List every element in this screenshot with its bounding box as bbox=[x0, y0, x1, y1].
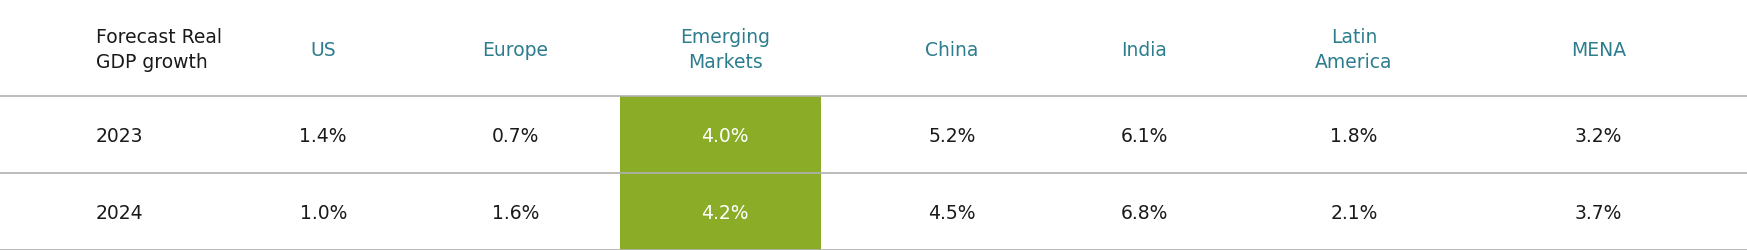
Bar bbox=[620, 174, 821, 250]
Text: Forecast Real
GDP growth: Forecast Real GDP growth bbox=[96, 28, 222, 72]
Text: 4.5%: 4.5% bbox=[928, 204, 977, 223]
Text: 5.2%: 5.2% bbox=[928, 127, 977, 146]
Text: India: India bbox=[1122, 40, 1167, 60]
Text: MENA: MENA bbox=[1571, 40, 1626, 60]
Text: 2.1%: 2.1% bbox=[1329, 204, 1378, 223]
Text: 1.0%: 1.0% bbox=[299, 204, 348, 223]
Text: 2023: 2023 bbox=[96, 127, 143, 146]
Text: US: US bbox=[311, 40, 335, 60]
Bar bbox=[620, 96, 821, 174]
Text: Emerging
Markets: Emerging Markets bbox=[680, 28, 770, 72]
Text: Latin
America: Latin America bbox=[1315, 28, 1392, 72]
Text: 1.8%: 1.8% bbox=[1329, 127, 1378, 146]
Text: 2024: 2024 bbox=[96, 204, 143, 223]
Text: 0.7%: 0.7% bbox=[491, 127, 540, 146]
Text: 4.2%: 4.2% bbox=[701, 204, 749, 223]
Text: 3.2%: 3.2% bbox=[1574, 127, 1623, 146]
Text: 3.7%: 3.7% bbox=[1574, 204, 1623, 223]
Text: 6.8%: 6.8% bbox=[1120, 204, 1169, 223]
Text: 1.6%: 1.6% bbox=[491, 204, 540, 223]
Text: China: China bbox=[926, 40, 978, 60]
Text: Europe: Europe bbox=[482, 40, 549, 60]
Text: 6.1%: 6.1% bbox=[1120, 127, 1169, 146]
Text: 4.0%: 4.0% bbox=[701, 127, 749, 146]
Text: 1.4%: 1.4% bbox=[299, 127, 348, 146]
